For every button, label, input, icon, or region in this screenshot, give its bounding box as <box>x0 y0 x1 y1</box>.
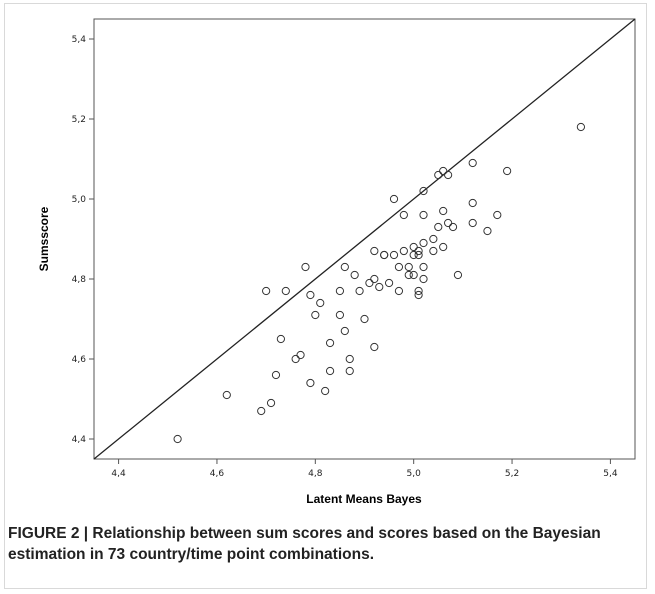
data-point <box>375 282 384 292</box>
data-point <box>335 286 345 296</box>
data-point <box>316 298 325 308</box>
data-point <box>389 250 399 260</box>
data-point <box>414 246 423 256</box>
data-point <box>360 314 369 324</box>
data-point <box>399 246 408 256</box>
data-point <box>444 218 453 228</box>
data-point <box>414 250 423 260</box>
data-point <box>340 262 349 272</box>
data-point <box>483 226 492 236</box>
data-point <box>409 250 418 260</box>
data-point <box>321 386 330 396</box>
data-point <box>409 270 418 280</box>
data-point <box>404 262 413 272</box>
reference-line <box>93 18 636 460</box>
data-point <box>173 434 182 444</box>
data-point <box>448 222 458 232</box>
data-point <box>311 310 320 320</box>
data-point <box>503 166 512 176</box>
data-point <box>370 246 379 256</box>
data-point <box>271 370 281 380</box>
data-point <box>576 122 586 132</box>
data-point <box>340 326 349 336</box>
data-point <box>306 290 315 300</box>
data-point <box>345 354 354 364</box>
data-point <box>301 262 310 272</box>
data-point <box>380 250 389 260</box>
data-point <box>399 210 408 220</box>
data-point <box>404 270 413 280</box>
data-point <box>419 186 428 196</box>
data-point <box>453 270 463 280</box>
data-point <box>439 166 448 176</box>
data-point <box>394 262 404 272</box>
data-point <box>291 354 300 364</box>
data-point <box>370 342 379 352</box>
x-tick-label: 4,4 <box>111 469 126 479</box>
data-point <box>262 286 271 296</box>
data-point <box>266 398 276 408</box>
data-point <box>468 198 477 208</box>
data-point <box>276 334 285 344</box>
data-point <box>384 278 394 288</box>
data-point <box>429 234 438 244</box>
data-point <box>325 338 335 348</box>
x-axis-ticks: 4,4 4,6 4,8 5,0 5,2 5,4 <box>111 459 618 479</box>
scatter-chart: 4,4 4,6 4,8 5,0 5,2 5,4 4,4 4,6 4,8 5,0 5,2 5,4 La… <box>37 18 636 506</box>
data-point <box>335 310 345 320</box>
data-point <box>439 206 448 216</box>
data-point <box>355 286 364 296</box>
data-point <box>439 242 448 252</box>
y-tick-label: 5,4 <box>72 35 87 45</box>
data-point <box>419 262 428 272</box>
figure-caption: FIGURE 2 | Relationship between sum scor… <box>8 525 601 563</box>
data-point <box>429 246 438 256</box>
y-axis-ticks: 4,4 4,6 4,8 5,0 5,2 5,4 <box>72 35 94 445</box>
x-tick-label: 5,4 <box>603 469 618 479</box>
data-point <box>394 286 404 296</box>
data-point <box>370 274 379 284</box>
data-point <box>281 286 290 296</box>
data-point <box>389 194 399 204</box>
data-point <box>409 242 418 252</box>
data-points <box>173 122 586 444</box>
data-point <box>414 286 423 296</box>
y-tick-label: 4,6 <box>72 355 87 365</box>
x-tick-label: 5,2 <box>505 469 519 479</box>
data-point <box>296 350 305 360</box>
y-tick-label: 5,2 <box>72 115 86 125</box>
y-tick-label: 5,0 <box>72 195 87 205</box>
data-point <box>325 366 335 376</box>
data-point <box>468 158 477 168</box>
x-tick-label: 4,8 <box>308 469 323 479</box>
data-point <box>257 406 266 416</box>
data-point <box>434 170 443 180</box>
data-point <box>350 270 359 280</box>
data-point <box>365 278 374 288</box>
data-point <box>493 210 502 220</box>
data-point <box>434 222 443 232</box>
x-tick-label: 5,0 <box>407 469 422 479</box>
data-point <box>222 390 231 400</box>
data-point <box>468 218 477 228</box>
data-point <box>419 210 428 220</box>
y-tick-label: 4,4 <box>72 435 87 445</box>
y-tick-label: 4,8 <box>72 275 87 285</box>
data-point <box>306 378 315 388</box>
data-point <box>414 290 423 300</box>
data-point <box>444 170 453 180</box>
y-axis-title: Sumsscore <box>37 206 51 271</box>
x-axis-title: Latent Means Bayes <box>306 492 422 506</box>
data-point <box>419 274 428 284</box>
figure-frame <box>4 3 647 589</box>
x-tick-label: 4,6 <box>210 469 225 479</box>
data-point <box>345 366 354 376</box>
data-point <box>419 238 428 248</box>
